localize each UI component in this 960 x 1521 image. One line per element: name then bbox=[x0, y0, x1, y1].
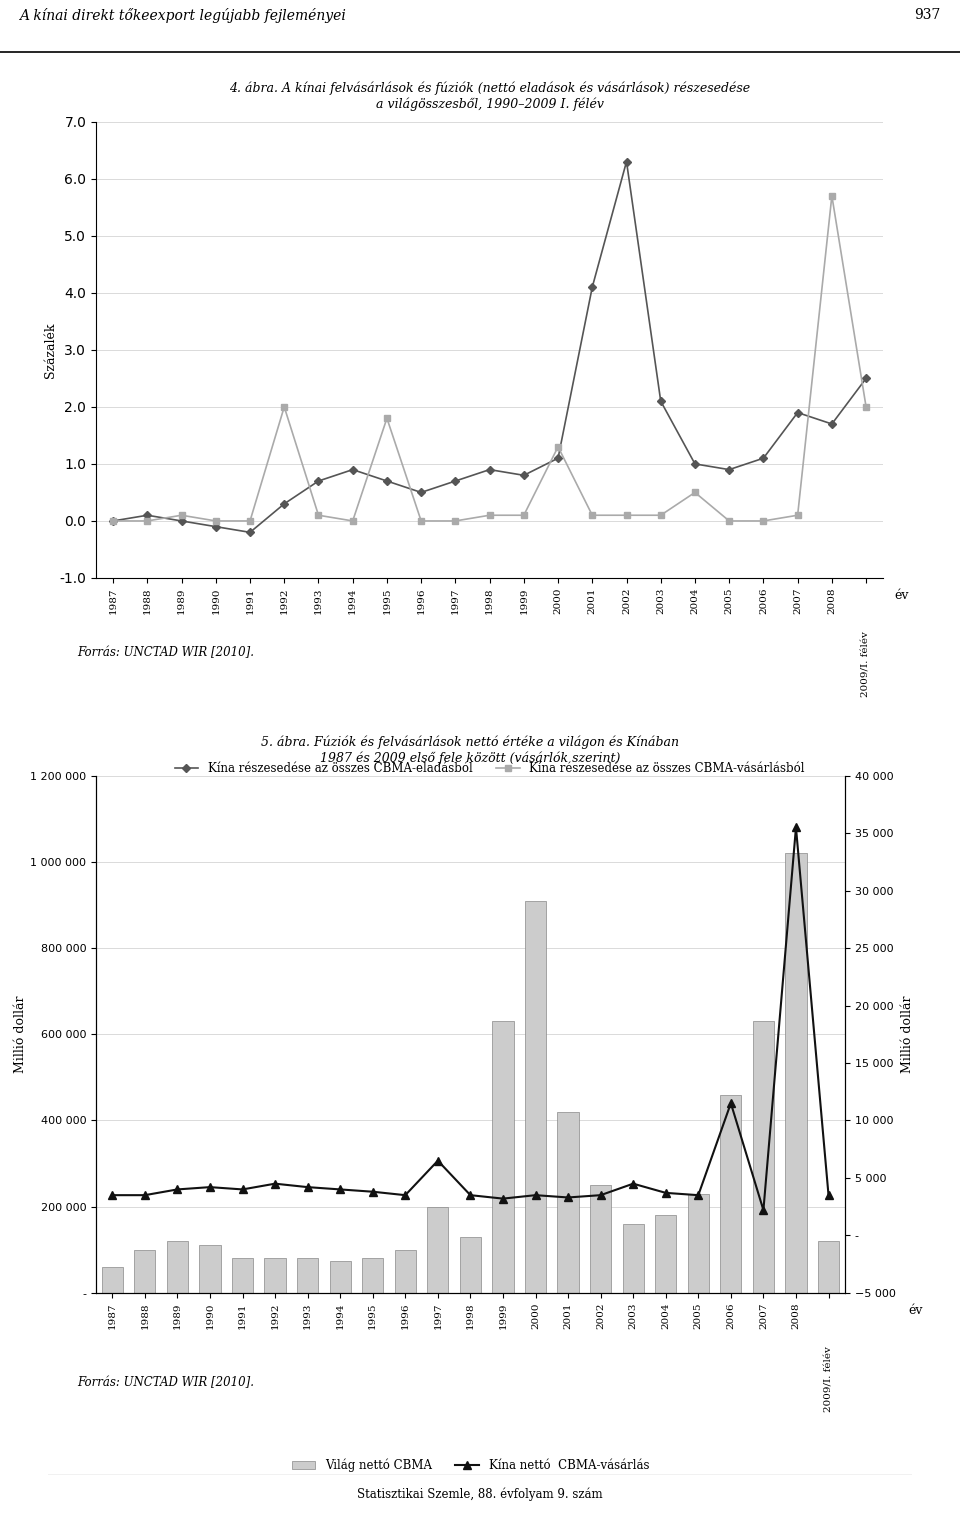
Bar bbox=[134, 1250, 156, 1293]
Bar bbox=[590, 1185, 612, 1293]
Text: A kínai direkt tőkeexport legújabb fejleményei: A kínai direkt tőkeexport legújabb fejle… bbox=[19, 8, 346, 23]
Bar bbox=[818, 1241, 839, 1293]
Bar bbox=[460, 1237, 481, 1293]
Bar bbox=[785, 853, 806, 1293]
Bar bbox=[329, 1261, 350, 1293]
Y-axis label: Százalék: Százalék bbox=[43, 322, 57, 377]
Legend: Kína részesedése az összes CBMA-eladásból, Kína részesedése az összes CBMA-vásár: Kína részesedése az összes CBMA-eladásbó… bbox=[170, 757, 809, 780]
Text: 2009/I. félév: 2009/I. félév bbox=[861, 631, 871, 697]
Bar bbox=[232, 1258, 253, 1293]
Bar bbox=[492, 1022, 514, 1293]
Text: 937: 937 bbox=[915, 8, 941, 21]
Bar bbox=[525, 900, 546, 1293]
Title: 5. ábra. Fúziók és felvásárlások nettó értéke a világon és Kínában
1987 és 2009 : 5. ábra. Fúziók és felvásárlások nettó é… bbox=[261, 736, 680, 765]
Bar bbox=[687, 1194, 708, 1293]
Text: év: év bbox=[909, 1303, 924, 1317]
Bar bbox=[753, 1022, 774, 1293]
Bar bbox=[395, 1250, 416, 1293]
Bar bbox=[623, 1224, 644, 1293]
Bar bbox=[720, 1095, 741, 1293]
Bar bbox=[427, 1206, 448, 1293]
Bar bbox=[558, 1112, 579, 1293]
Y-axis label: Millió dollár: Millió dollár bbox=[900, 996, 914, 1072]
Bar bbox=[200, 1246, 221, 1293]
Text: év: év bbox=[895, 589, 909, 602]
Bar bbox=[167, 1241, 188, 1293]
Text: Forrás: UNCTAD WIR [2010].: Forrás: UNCTAD WIR [2010]. bbox=[77, 1377, 253, 1390]
Bar bbox=[655, 1215, 676, 1293]
Text: Statisztikai Szemle, 88. évfolyam 9. szám: Statisztikai Szemle, 88. évfolyam 9. szá… bbox=[357, 1488, 603, 1501]
Legend: Világ nettó CBMA, Kína nettó  CBMA-vásárlás: Világ nettó CBMA, Kína nettó CBMA-vásárl… bbox=[287, 1454, 654, 1477]
Text: Forrás: UNCTAD WIR [2010].: Forrás: UNCTAD WIR [2010]. bbox=[77, 646, 253, 660]
Bar bbox=[264, 1258, 286, 1293]
Bar bbox=[297, 1258, 318, 1293]
Title: 4. ábra. A kínai felvásárlások és fúziók (nettó eladások és vásárlások) részesed: 4. ábra. A kínai felvásárlások és fúziók… bbox=[229, 82, 750, 111]
Bar bbox=[102, 1267, 123, 1293]
Y-axis label: Millió dollár: Millió dollár bbox=[14, 996, 28, 1072]
Bar bbox=[362, 1258, 383, 1293]
Text: 2009/I. félév: 2009/I. félév bbox=[824, 1346, 833, 1411]
